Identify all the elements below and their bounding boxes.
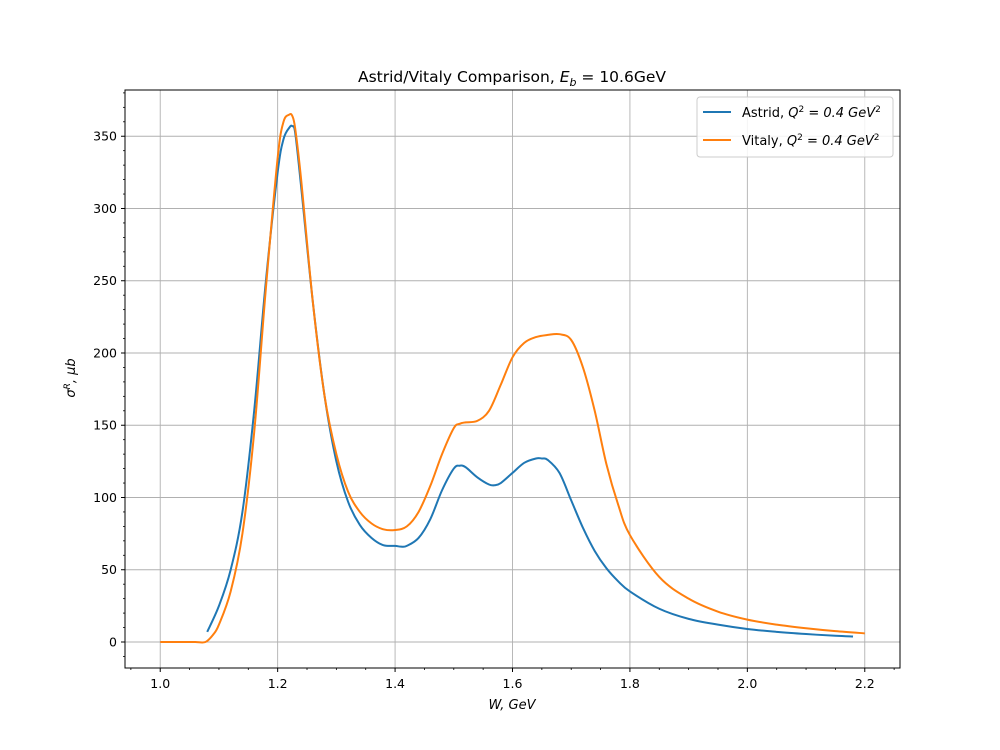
y-tick-label: 100	[93, 490, 117, 505]
series-line-vitaly	[160, 112, 865, 644]
grid-lines	[125, 90, 900, 668]
y-tick-label: 200	[93, 345, 117, 360]
chart-title: Astrid/Vitaly Comparison, Eb = 10.6GeV	[358, 68, 666, 89]
x-tick-label: 1.4	[385, 676, 405, 691]
series-line-astrid	[206, 124, 854, 638]
legend-entry-vitaly: Vitaly, Q2 = 0.4 GeV2	[742, 133, 880, 149]
plot-area	[160, 112, 865, 644]
x-tick-label: 2.2	[855, 676, 875, 691]
x-tick-label: 1.8	[620, 676, 640, 691]
legend: Astrid, Q2 = 0.4 GeV2 Vitaly, Q2 = 0.4 G…	[696, 96, 894, 158]
x-tick-label: 2.0	[737, 676, 757, 691]
y-tick-label: 350	[93, 129, 117, 144]
y-axis-label: σR, μb	[63, 358, 79, 397]
legend-box	[696, 96, 894, 158]
y-tick-label: 150	[93, 418, 117, 433]
x-tick-label: 1.0	[150, 676, 170, 691]
y-tick-label: 250	[93, 273, 117, 288]
y-tick-label: 0	[109, 634, 117, 649]
x-tick-label: 1.6	[503, 676, 523, 691]
axis-ticks: 1.0 1.2 1.4 1.6 1.8 2.0 2.2 0 50 100 150 200 250 300 3…	[93, 92, 895, 691]
legend-entry-astrid: Astrid, Q2 = 0.4 GeV2	[742, 105, 881, 121]
y-tick-label: 50	[101, 562, 117, 577]
x-axis-label: W, GeV	[488, 698, 536, 713]
y-tick-label: 300	[93, 201, 117, 216]
x-tick-label: 1.2	[268, 676, 288, 691]
